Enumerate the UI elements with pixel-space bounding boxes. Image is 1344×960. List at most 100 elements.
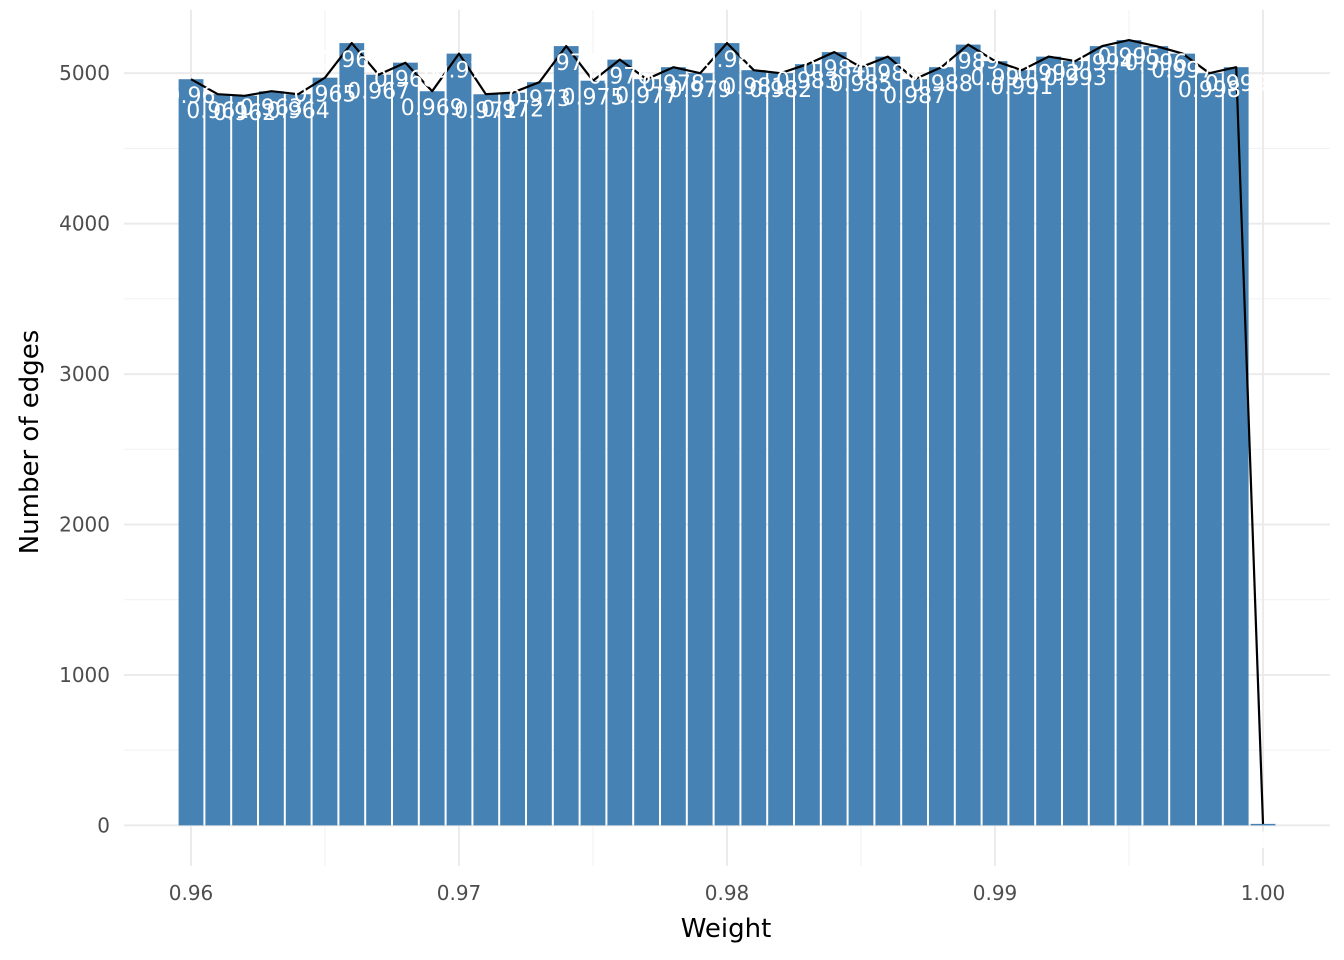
bar-value-label: 0.966 bbox=[320, 48, 383, 73]
frequency-polygon-line bbox=[190, 38, 1265, 824]
bar-value-label: 0.96 bbox=[167, 84, 216, 109]
bar-value-label: 0.969 bbox=[401, 96, 464, 121]
x-tick-label: 0.96 bbox=[169, 881, 214, 905]
histogram-bar bbox=[634, 79, 659, 826]
histogram-bar bbox=[393, 62, 418, 826]
bar-value-label: 0.97 bbox=[435, 59, 484, 84]
x-tick-label: 1.00 bbox=[1241, 881, 1286, 905]
bar-value-label: 0.964 bbox=[267, 99, 330, 124]
bar-value-label: 0.99 bbox=[971, 66, 1020, 91]
histogram-bar bbox=[768, 73, 793, 826]
histogram-bar bbox=[178, 79, 204, 826]
histogram-bar bbox=[1116, 40, 1142, 826]
histogram-bar bbox=[929, 67, 954, 826]
bar-value-label: 0.978 bbox=[642, 72, 705, 97]
histogram-bar bbox=[741, 70, 767, 826]
histogram-bar bbox=[1089, 46, 1115, 826]
histogram-bar bbox=[821, 52, 847, 826]
bar-value-label: 0.975 bbox=[562, 86, 625, 111]
histogram-bar bbox=[714, 43, 740, 826]
histogram-bar bbox=[687, 73, 713, 826]
histogram-bar bbox=[446, 53, 472, 826]
bar-value-label: 0.997 bbox=[1151, 59, 1214, 84]
bar-value-label: 0.983 bbox=[776, 69, 839, 94]
bar-value-label: 0.988 bbox=[910, 72, 973, 97]
histogram-bar bbox=[875, 56, 901, 826]
bar-value-label: 0.973 bbox=[508, 87, 571, 112]
y-tick-label: 1000 bbox=[59, 663, 110, 687]
y-tick-label: 5000 bbox=[59, 61, 110, 85]
histogram-bar bbox=[1036, 56, 1061, 826]
histogram-bar bbox=[553, 46, 579, 826]
bar-value-label: 0.977 bbox=[615, 84, 678, 109]
bar-value-label: 0.992 bbox=[1017, 62, 1080, 87]
y-tick-label: 4000 bbox=[59, 212, 110, 236]
bar-value-labels: 0.960.9610.9620.9630.9640.9650.9660.9670… bbox=[167, 45, 1270, 854]
bar-value-label: 0.968 bbox=[374, 68, 437, 93]
y-axis-title: Number of edges bbox=[15, 330, 45, 555]
histogram-bar bbox=[902, 79, 927, 826]
bar-value-label: 0.984 bbox=[803, 57, 866, 82]
histogram-bar bbox=[312, 77, 338, 826]
bar-value-label: 1 bbox=[1256, 829, 1270, 854]
histogram-bar bbox=[795, 64, 820, 826]
histogram-bar bbox=[1197, 73, 1222, 826]
bar-value-label: 0.972 bbox=[481, 98, 544, 123]
histogram-bar bbox=[580, 80, 606, 826]
bar-value-label: 0.965 bbox=[294, 83, 357, 108]
histogram-bar bbox=[259, 91, 284, 826]
histogram-bar bbox=[205, 94, 231, 826]
bar-value-label: 0.963 bbox=[240, 96, 303, 121]
bar-value-label: 0.991 bbox=[990, 75, 1053, 100]
bar-value-label: 0.974 bbox=[535, 51, 598, 76]
histogram-bar bbox=[955, 44, 981, 826]
histogram-bar bbox=[527, 82, 552, 826]
bar-value-label: 0.962 bbox=[213, 101, 276, 126]
bar-value-label: 0.985 bbox=[830, 72, 893, 97]
x-tick-label: 0.99 bbox=[973, 881, 1018, 905]
trend-line-group bbox=[190, 38, 1265, 824]
bar-value-label: 0.995 bbox=[1098, 45, 1161, 70]
bar-value-label: 0.961 bbox=[186, 99, 249, 124]
bar-value-label: 0.986 bbox=[856, 62, 919, 87]
y-tick-label: 0 bbox=[97, 813, 110, 837]
y-tick-label: 3000 bbox=[59, 362, 110, 386]
histogram-bar bbox=[1250, 823, 1276, 826]
histogram-bar bbox=[366, 74, 391, 826]
bar-value-label: 0.987 bbox=[883, 84, 946, 109]
histogram-bar bbox=[661, 67, 686, 826]
bar-value-label: 0.998 bbox=[1178, 78, 1241, 103]
bar-value-label: 0.976 bbox=[588, 65, 651, 90]
x-tick-label: 0.98 bbox=[705, 881, 750, 905]
bars bbox=[178, 40, 1276, 826]
histogram-bar bbox=[1009, 70, 1035, 826]
histogram-bar bbox=[339, 43, 365, 826]
histogram-bar bbox=[1223, 67, 1249, 826]
histogram-bar bbox=[473, 94, 499, 826]
bar-value-label: 0.989 bbox=[937, 50, 1000, 75]
histogram-bar bbox=[232, 95, 257, 826]
histogram-bar bbox=[1143, 46, 1169, 826]
histogram-bar bbox=[1063, 61, 1088, 826]
x-tick-label: 0.97 bbox=[437, 881, 482, 905]
bar-value-label: 0.971 bbox=[454, 99, 517, 124]
histogram-bar bbox=[419, 91, 445, 826]
bar-value-label: 0.98 bbox=[703, 48, 752, 73]
axis-tick-labels: 0.96 0.97 0.98 0.99 1.00 0 1000 2000 3000 4000 500… bbox=[59, 61, 1285, 905]
histogram-bar bbox=[982, 61, 1008, 826]
bar-value-label: 0.979 bbox=[669, 78, 732, 103]
bar-value-label: 0.993 bbox=[1044, 66, 1107, 91]
histogram-bar bbox=[285, 94, 311, 826]
bar-value-label: 0.981 bbox=[722, 75, 785, 100]
histogram-bar bbox=[500, 92, 525, 826]
x-axis-title: Weight bbox=[681, 914, 772, 944]
bar-value-label: 0.967 bbox=[347, 80, 410, 105]
bar-value-label: 0.996 bbox=[1124, 51, 1187, 76]
histogram-bar bbox=[1170, 53, 1195, 826]
histogram-bar bbox=[848, 67, 874, 826]
bar-value-label: 0.982 bbox=[749, 78, 812, 103]
bar-value-label: 0.994 bbox=[1071, 51, 1134, 76]
bar-value-label: 0.999 bbox=[1205, 72, 1268, 97]
y-tick-label: 2000 bbox=[59, 513, 110, 537]
